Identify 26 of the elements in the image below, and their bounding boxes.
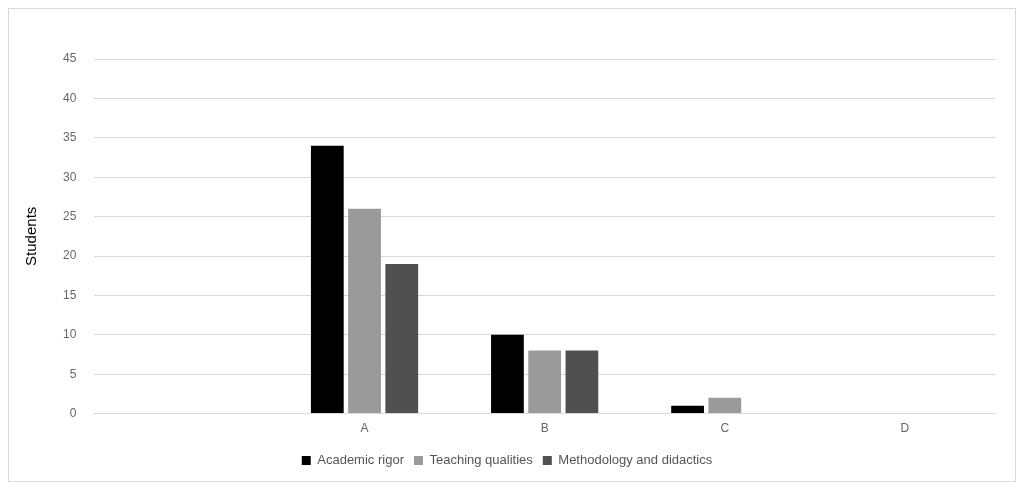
bar (671, 405, 704, 414)
y-tick-label: 25 (62, 208, 77, 223)
y-tick-label: 10 (62, 327, 77, 342)
x-tick-label: C (720, 421, 730, 436)
y-tick-label: 15 (62, 287, 77, 302)
x-tick-label: D (900, 421, 910, 436)
bar (565, 350, 599, 414)
y-axis-title: Students (22, 206, 40, 266)
bar (310, 145, 344, 414)
bar (708, 397, 742, 414)
legend-label: Methodology and didactics (558, 452, 713, 468)
y-tick-label: 35 (62, 130, 77, 145)
y-tick-label: 45 (62, 51, 77, 66)
legend-label: Teaching qualities (429, 452, 534, 468)
x-tick-label: A (360, 421, 369, 436)
bar (385, 263, 419, 414)
bar (491, 334, 524, 414)
y-tick-label: 30 (62, 169, 77, 184)
y-tick-label: 20 (62, 248, 77, 263)
bar (528, 350, 562, 414)
y-tick-label: 5 (69, 366, 77, 381)
x-tick-label: B (540, 421, 549, 436)
bar (348, 208, 381, 414)
y-tick-label: 40 (62, 90, 77, 105)
y-tick-label: 0 (69, 405, 77, 420)
legend-label: Academic rigor (317, 452, 405, 468)
